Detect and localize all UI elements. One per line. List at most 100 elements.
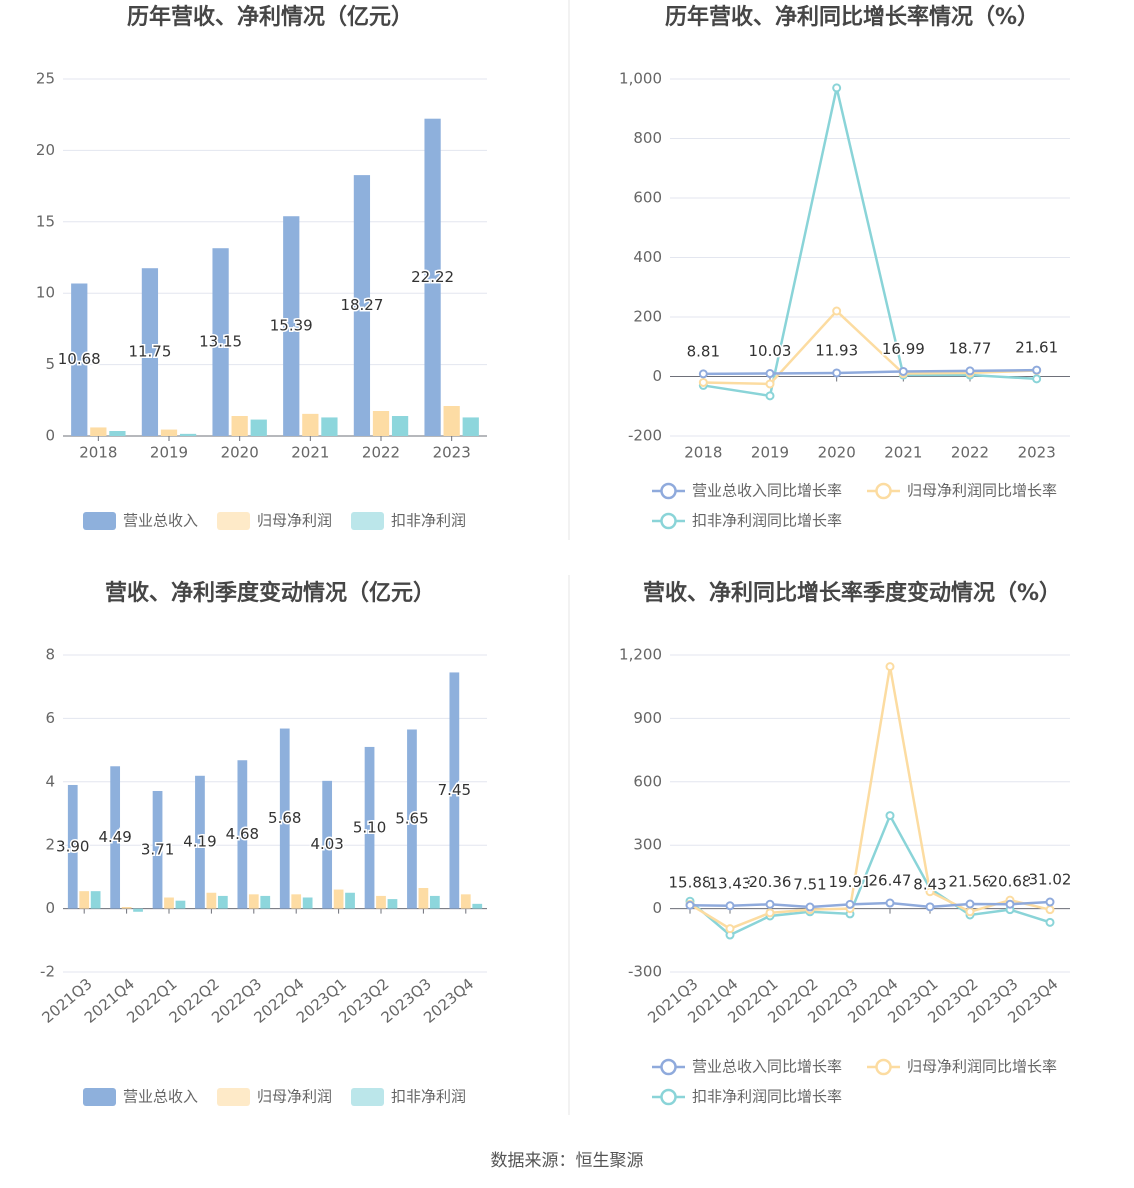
source-note: 数据来源：恒生聚源	[491, 1151, 644, 1171]
bar	[279, 728, 290, 909]
bar	[79, 891, 90, 909]
data-label: 8.81	[687, 342, 720, 360]
bar	[302, 413, 319, 436]
line	[689, 900, 1051, 909]
point	[765, 391, 775, 401]
bar	[109, 431, 126, 436]
y-tick-label: 6	[45, 709, 55, 727]
x-tick-label: 2023	[1018, 444, 1056, 462]
point	[832, 368, 842, 378]
bar	[164, 897, 174, 909]
legend-label: 归母净利润	[257, 1088, 332, 1106]
bar	[250, 419, 267, 436]
chart-title: 历年营收、净利情况（亿元）	[127, 4, 413, 30]
bar	[71, 283, 88, 436]
y-tick-label: 2	[45, 836, 55, 854]
y-tick-label: 20	[36, 141, 55, 159]
data-label: 11.93	[815, 341, 858, 359]
bar	[472, 903, 483, 909]
y-tick-label: -300	[628, 963, 662, 981]
bar	[391, 416, 409, 436]
bar	[322, 780, 333, 909]
x-tick-label: 2023	[433, 444, 471, 462]
point	[765, 899, 775, 909]
chart-title: 历年营收、净利同比增长率情况（%）	[665, 4, 1039, 30]
bar	[67, 784, 78, 909]
data-label: 13.15	[199, 333, 242, 351]
y-tick-label: 300	[633, 836, 662, 854]
point	[1045, 917, 1055, 927]
data-label: 7.45	[438, 781, 471, 799]
point	[725, 901, 735, 911]
point	[1005, 899, 1015, 909]
chart-title: 营收、净利季度变动情况（亿元）	[105, 580, 435, 606]
point	[965, 899, 975, 909]
data-label: 4.68	[226, 825, 259, 843]
point	[685, 900, 695, 910]
bar	[90, 891, 101, 909]
bar	[449, 672, 460, 909]
legend-marker	[660, 512, 677, 530]
y-tick-label: 0	[45, 427, 55, 445]
bar	[418, 887, 429, 909]
legend-label: 归母净利润同比增长率	[907, 482, 1057, 500]
x-tick-label: 2018	[79, 444, 117, 462]
data-label: 11.75	[128, 343, 171, 361]
data-label: 15.88	[669, 874, 712, 892]
bar	[302, 897, 313, 909]
legend-marker	[875, 482, 892, 500]
point	[765, 369, 775, 379]
point	[698, 377, 708, 387]
data-label: 21.61	[1015, 339, 1058, 357]
point	[925, 887, 935, 897]
bar	[110, 766, 121, 909]
y-tick-label: 600	[633, 772, 662, 790]
point	[832, 83, 842, 93]
y-tick-label: 1,000	[619, 70, 662, 88]
y-tick-label: 900	[633, 709, 662, 727]
legend-label: 归母净利润	[257, 512, 332, 530]
data-label: 20.68	[989, 873, 1032, 891]
y-tick-label: 8	[45, 646, 55, 664]
data-label: 20.36	[749, 873, 792, 891]
data-label: 8.43	[913, 875, 946, 893]
bar	[376, 895, 386, 909]
data-label: 21.56	[949, 873, 992, 891]
data-label: 3.90	[56, 837, 89, 855]
data-label: 5.65	[395, 810, 428, 828]
y-tick-label: 1,200	[619, 646, 662, 664]
y-tick-label: 5	[45, 355, 55, 373]
line	[689, 812, 1051, 937]
bar	[345, 892, 355, 909]
legend-label: 扣非净利润同比增长率	[692, 512, 842, 530]
point	[1032, 374, 1042, 384]
data-label: 22.22	[411, 268, 454, 286]
data-label: 5.68	[268, 809, 301, 827]
bar	[387, 899, 398, 909]
data-label: 4.03	[310, 835, 343, 853]
data-label: 10.68	[58, 350, 101, 368]
bar	[121, 907, 132, 909]
bar	[231, 416, 248, 436]
bar	[429, 895, 440, 909]
line	[703, 309, 1037, 386]
point	[805, 902, 815, 912]
legend-marker	[660, 1088, 677, 1106]
legend-label: 营业总收入同比增长率	[692, 482, 842, 500]
point	[845, 899, 855, 909]
y-tick-label: 4	[45, 772, 55, 790]
data-label: 4.49	[98, 828, 131, 846]
data-label: 5.10	[353, 818, 386, 836]
bar	[90, 427, 107, 436]
y-tick-label: 10	[36, 284, 55, 302]
bar	[321, 417, 338, 436]
y-tick-label: 0	[652, 899, 662, 917]
data-label: 18.27	[340, 296, 383, 314]
legend-label: 营业总收入同比增长率	[692, 1058, 842, 1076]
data-label: 13.43	[709, 874, 752, 892]
bar	[160, 429, 178, 436]
data-label: 18.77	[949, 339, 992, 357]
x-tick-label: 2020	[221, 444, 259, 462]
legend-label: 营业总收入	[123, 512, 198, 530]
